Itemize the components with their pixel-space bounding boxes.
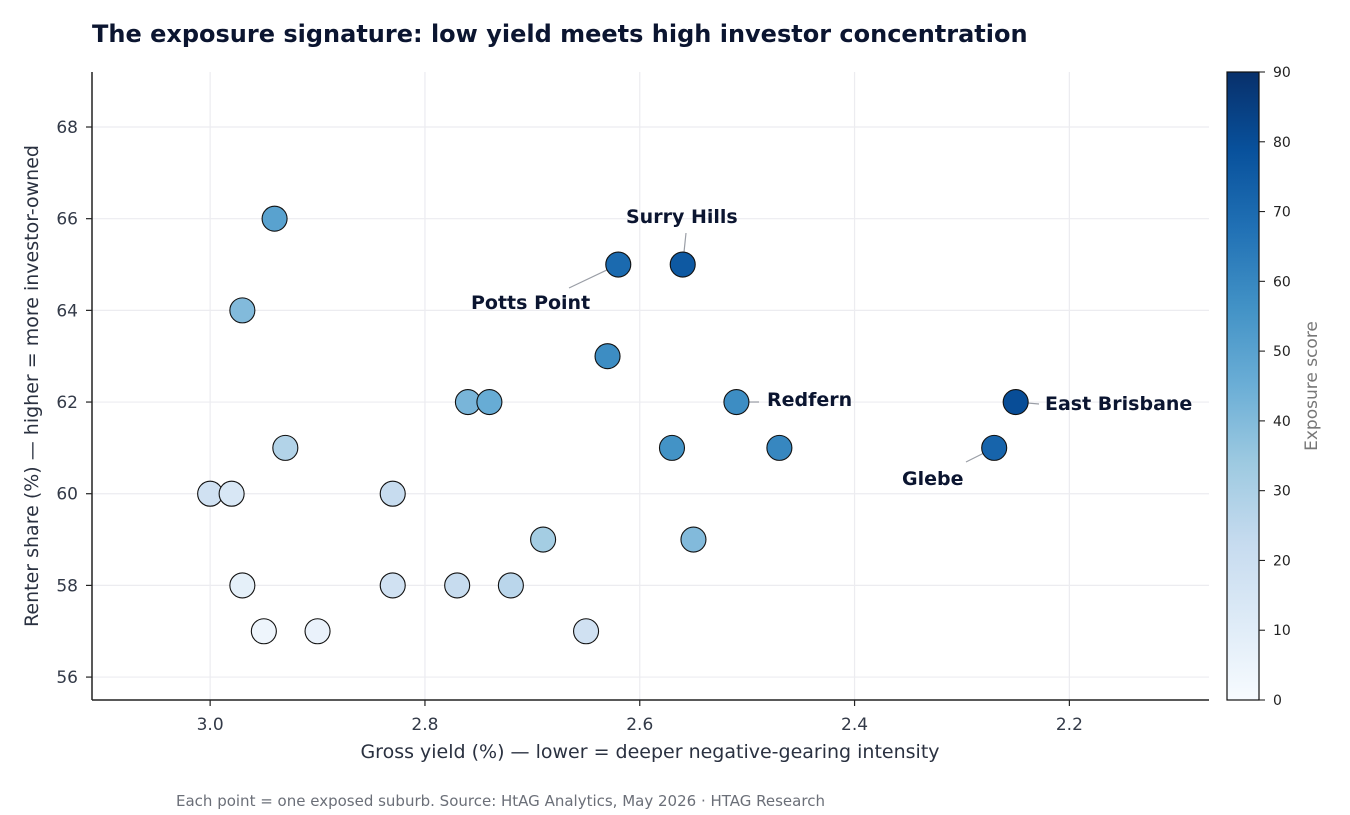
x-tick-label: 2.6 [626, 715, 653, 735]
colorbar-tick-label: 40 [1273, 414, 1291, 430]
annotation-label: Surry Hills [626, 206, 738, 228]
annotation-label: Potts Point [471, 292, 590, 314]
data-point [606, 252, 631, 277]
y-tick-label: 62 [56, 393, 78, 413]
colorbar-tick-label: 50 [1273, 344, 1291, 360]
x-tick-label: 2.2 [1056, 715, 1083, 735]
colorbar-tick-label: 30 [1273, 484, 1291, 500]
colorbar-tick-label: 10 [1273, 623, 1291, 639]
grid [92, 72, 1209, 700]
data-point [670, 252, 695, 277]
y-tick-label: 60 [56, 485, 78, 505]
data-point [219, 481, 244, 506]
colorbar-label: Exposure score [1302, 321, 1322, 451]
x-tick-label: 3.0 [197, 715, 224, 735]
data-point [273, 435, 298, 460]
colorbar-tick-label: 20 [1273, 553, 1291, 569]
x-axis-label: Gross yield (%) — lower = deeper negativ… [360, 741, 939, 763]
colorbar-tick-label: 60 [1273, 274, 1291, 290]
colorbar-tick-label: 90 [1273, 65, 1291, 81]
data-point [659, 435, 684, 460]
data-point [1003, 390, 1028, 415]
colorbar-tick-label: 0 [1273, 693, 1282, 709]
annotation-label: Glebe [902, 468, 963, 490]
data-points [198, 206, 1029, 644]
x-tick-label: 2.8 [411, 715, 438, 735]
data-point [595, 344, 620, 369]
y-tick-label: 58 [56, 576, 78, 596]
data-point [251, 619, 276, 644]
colorbar-gradient [1227, 72, 1259, 700]
data-point [305, 619, 330, 644]
data-point [982, 435, 1007, 460]
y-tick-label: 56 [56, 668, 78, 688]
y-tick-label: 68 [56, 118, 78, 138]
y-tick-label: 64 [56, 301, 78, 321]
x-tick-label: 2.4 [841, 715, 868, 735]
annotations: Surry Hills Potts Point Redfern East Brisba… [471, 206, 1192, 490]
data-point [681, 527, 706, 552]
annotation-label: East Brisbane [1045, 393, 1192, 415]
data-point [531, 527, 556, 552]
data-point [230, 298, 255, 323]
data-point [574, 619, 599, 644]
data-point [767, 435, 792, 460]
chart-title: The exposure signature: low yield meets … [92, 20, 1028, 48]
annotation-label: Redfern [767, 389, 852, 411]
data-point [262, 206, 287, 231]
data-point [498, 573, 523, 598]
data-point [380, 481, 405, 506]
data-point [477, 390, 502, 415]
data-point [445, 573, 470, 598]
data-point [380, 573, 405, 598]
data-point [230, 573, 255, 598]
y-tick-label: 66 [56, 210, 78, 230]
colorbar: 0 10 20 30 40 50 60 70 80 90 [1227, 65, 1291, 709]
footer-note: Each point = one exposed suburb. Source:… [176, 792, 825, 810]
y-axis-label: Renter share (%) — higher = more investo… [21, 145, 43, 627]
data-point [724, 390, 749, 415]
colorbar-tick-label: 70 [1273, 205, 1291, 221]
colorbar-tick-label: 80 [1273, 135, 1291, 151]
